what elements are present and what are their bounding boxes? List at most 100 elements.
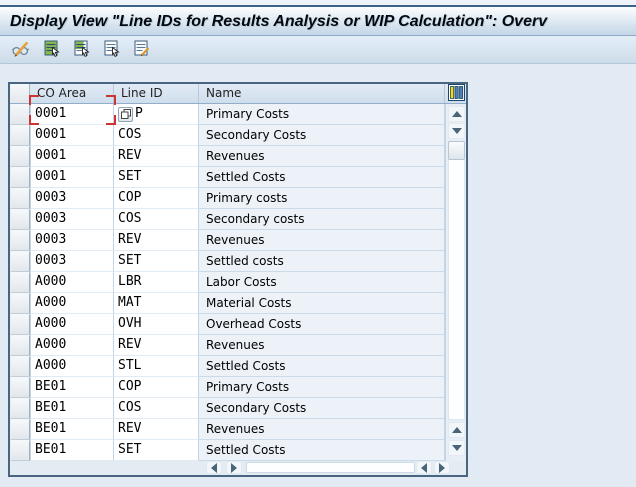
name-cell[interactable]: Secondary Costs [199,398,445,419]
table-settings-button[interactable] [447,84,465,104]
name-cell[interactable]: Settled Costs [199,167,445,188]
row-selector-button[interactable] [10,167,30,188]
display-change-toggle-button[interactable] [9,39,33,61]
name-cell[interactable]: Settled Costs [199,440,445,461]
line-id-cell[interactable]: OVH [114,314,199,335]
name-value: Settled Costs [206,443,286,457]
row-selector-button[interactable] [10,440,30,461]
name-cell[interactable]: Revenues [199,419,445,440]
select-all-header-cell[interactable] [10,84,30,103]
row-selector-button[interactable] [10,125,30,146]
line-id-cell[interactable]: MAT [114,293,199,314]
line-id-cell[interactable]: COS [114,209,199,230]
column-header-line-id[interactable]: Line ID [114,84,199,103]
co-area-cell[interactable]: BE01 [30,377,114,398]
line-id-cell[interactable]: COS [114,398,199,419]
co-area-cell[interactable]: BE01 [30,440,114,461]
line-id-cell[interactable]: SET [114,251,199,272]
scroll-right-button[interactable] [226,461,242,474]
vertical-scrollbar[interactable] [445,104,466,461]
scroll-left-button[interactable] [206,461,222,474]
co-area-cell[interactable]: 0003 [30,230,114,251]
co-area-cell[interactable]: 0001 [30,146,114,167]
name-cell[interactable]: Settled Costs [199,356,445,377]
name-cell[interactable]: Secondary costs [199,209,445,230]
horizontal-scrollbar[interactable] [10,461,466,475]
row-selector-button[interactable] [10,356,30,377]
row-selector-button[interactable] [10,188,30,209]
name-cell[interactable]: Revenues [199,146,445,167]
column-header-name[interactable]: Name [199,84,445,103]
vertical-scrollbar-thumb[interactable] [448,141,465,160]
row-selector-button[interactable] [10,209,30,230]
name-cell[interactable]: Primary Costs [199,104,445,125]
row-selector-button[interactable] [10,230,30,251]
row-selector-button[interactable] [10,293,30,314]
name-cell[interactable]: Secondary Costs [199,125,445,146]
name-cell[interactable]: Labor Costs [199,272,445,293]
co-area-cell[interactable]: A000 [30,356,114,377]
name-cell[interactable]: Revenues [199,335,445,356]
row-selector-button[interactable] [10,251,30,272]
scroll-right-end-button[interactable] [434,461,450,474]
table-settings-icon [447,84,465,104]
co-area-cell[interactable]: 0003 [30,251,114,272]
scroll-down-bottom-button[interactable] [448,440,465,456]
line-id-cell[interactable]: REV [114,335,199,356]
line-id-cell[interactable]: COP [114,377,199,398]
line-id-cell[interactable]: SET [114,167,199,188]
row-selector-button[interactable] [10,377,30,398]
co-area-cell[interactable]: A000 [30,335,114,356]
co-area-cell[interactable]: 0001 [30,125,114,146]
name-cell[interactable]: Material Costs [199,293,445,314]
row-selector-button[interactable] [10,272,30,293]
vertical-scrollbar-track[interactable] [448,141,465,420]
line-id-cell[interactable]: REV [114,146,199,167]
row-selector-button[interactable] [10,398,30,419]
deselect-all-button[interactable] [99,39,123,61]
row-selector-button[interactable] [10,335,30,356]
line-id-cell[interactable]: LBR [114,272,199,293]
horizontal-scrollbar-track[interactable] [246,462,415,473]
line-id-cell[interactable]: STL [114,356,199,377]
overlapping-squares-icon[interactable] [118,106,133,122]
name-cell[interactable]: Settled costs [199,251,445,272]
co-area-cell[interactable]: BE01 [30,398,114,419]
scroll-up-bottom-button[interactable] [448,422,465,438]
line-id-cell[interactable]: COS [114,125,199,146]
row-selector-button[interactable] [10,419,30,440]
select-all-button[interactable] [39,39,63,61]
co-area-value: 0003 [35,211,67,226]
co-area-cell[interactable]: 0001 [30,104,114,125]
line-id-cell[interactable]: SET [114,440,199,461]
line-id-value: P [135,106,143,121]
co-area-cell[interactable]: 0003 [30,209,114,230]
line-id-cell[interactable]: COP [114,188,199,209]
page-title: Display View "Line IDs for Results Analy… [0,7,636,36]
line-id-cell[interactable]: REV [114,419,199,440]
scroll-up-button[interactable] [448,106,465,122]
row-selector-button[interactable] [10,314,30,335]
table-row: BE01 COS Secondary Costs [10,398,466,419]
scroll-left-end-button[interactable] [416,461,432,474]
co-area-cell[interactable]: A000 [30,272,114,293]
co-area-value: BE01 [35,400,67,415]
change-field-contents-button[interactable] [129,39,153,61]
select-block-button[interactable] [69,39,93,61]
name-cell[interactable]: Overhead Costs [199,314,445,335]
name-cell[interactable]: Primary costs [199,188,445,209]
scroll-down-button[interactable] [448,123,465,139]
co-area-cell[interactable]: A000 [30,314,114,335]
line-id-cell[interactable]: REV [114,230,199,251]
line-id-cell[interactable]: P [114,104,199,125]
row-selector-button[interactable] [10,146,30,167]
co-area-cell[interactable]: 0003 [30,188,114,209]
table-header-row: CO Area Line ID Name [10,84,466,104]
name-cell[interactable]: Primary Costs [199,377,445,398]
row-selector-button[interactable] [10,104,30,125]
co-area-cell[interactable]: 0001 [30,167,114,188]
co-area-cell[interactable]: BE01 [30,419,114,440]
name-cell[interactable]: Revenues [199,230,445,251]
column-header-co-area[interactable]: CO Area [30,84,114,103]
co-area-cell[interactable]: A000 [30,293,114,314]
